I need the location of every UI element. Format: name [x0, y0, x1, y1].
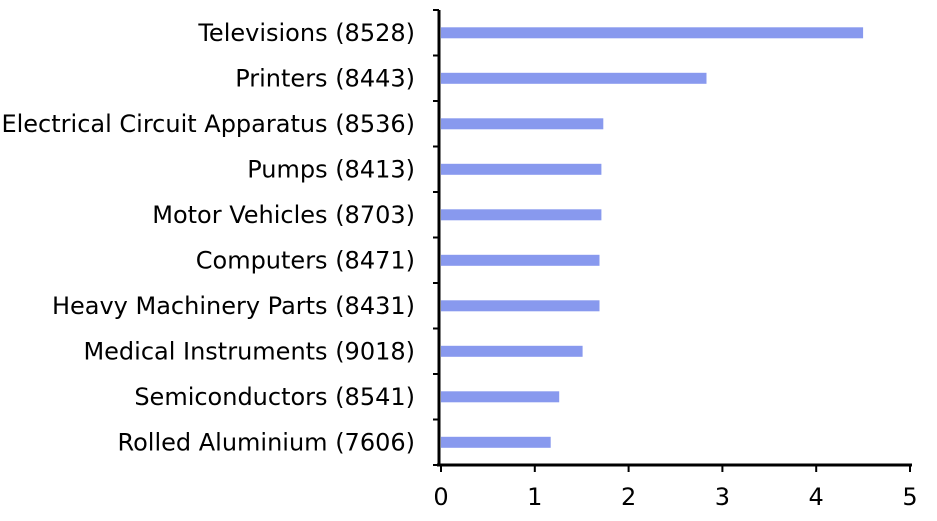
category-label-1: Printers (8443)	[235, 64, 415, 92]
bar-8	[441, 391, 560, 403]
bar-0	[441, 27, 864, 39]
bar-3	[441, 163, 602, 175]
x-tick-label-0: 0	[433, 483, 448, 511]
category-label-2: Electrical Circuit Apparatus (8536)	[1, 110, 415, 138]
x-tick-label-1: 1	[527, 483, 542, 511]
bar-1	[441, 72, 707, 84]
category-label-6: Heavy Machinery Parts (8431)	[52, 292, 415, 320]
category-label-8: Semiconductors (8541)	[134, 383, 415, 411]
x-tick-label-3: 3	[715, 483, 730, 511]
bar-2	[441, 118, 604, 130]
y-ticks-group	[433, 9, 439, 466]
bars-group	[441, 27, 864, 448]
category-label-3: Pumps (8413)	[247, 155, 415, 183]
bar-6	[441, 300, 600, 312]
x-tick-label-4: 4	[809, 483, 824, 511]
category-label-5: Computers (8471)	[196, 246, 415, 274]
bar-9	[441, 436, 551, 448]
x-tick-label-2: 2	[621, 483, 636, 511]
bar-7	[441, 345, 583, 357]
category-label-4: Motor Vehicles (8703)	[152, 201, 415, 229]
category-label-0: Televisions (8528)	[197, 19, 415, 47]
bar-4	[441, 209, 602, 221]
category-labels-group: Televisions (8528) Printers (8443) Electri…	[1, 19, 416, 456]
x-tick-label-5: 5	[902, 483, 917, 511]
x-ticks-group: 0 1 2 3 4 5	[433, 465, 918, 511]
bar-5	[441, 254, 600, 266]
category-label-9: Rolled Aluminium (7606)	[118, 428, 416, 456]
category-label-7: Medical Instruments (9018)	[83, 337, 415, 365]
